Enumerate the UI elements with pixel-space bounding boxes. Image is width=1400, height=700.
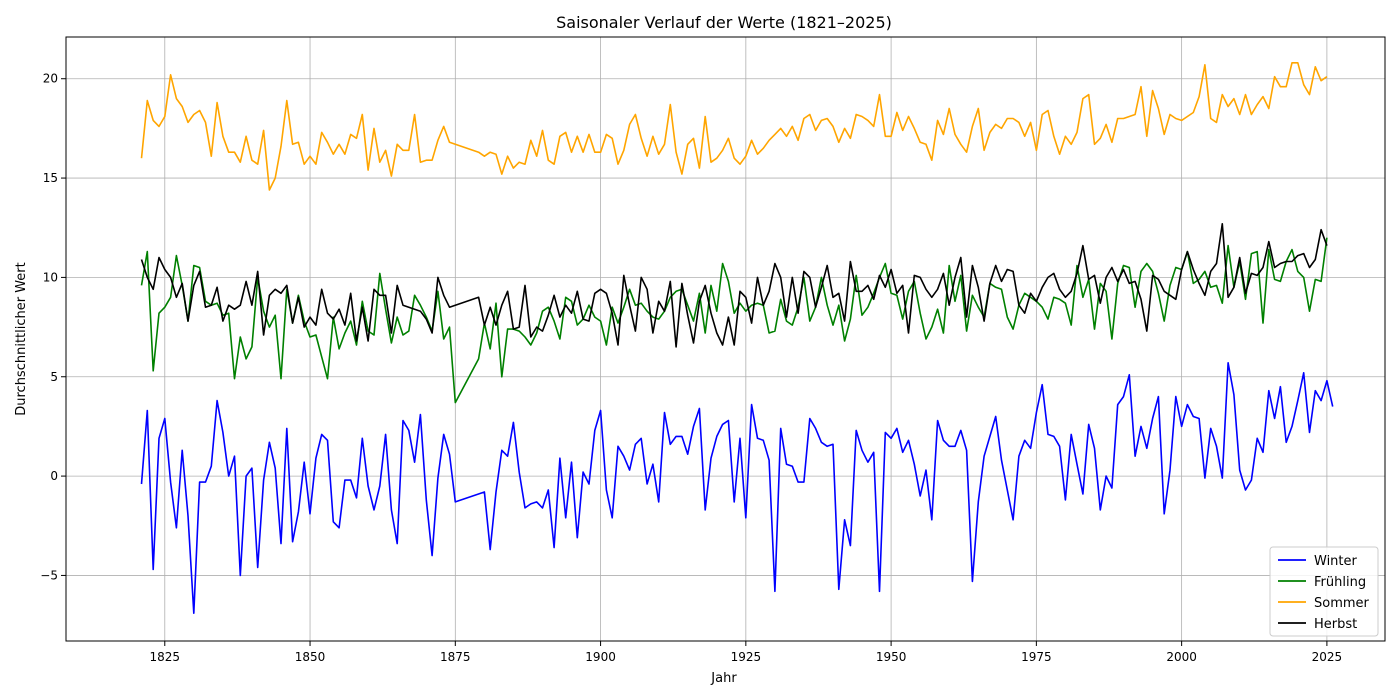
y-tick-label: 5 (50, 370, 58, 384)
legend-entry: Herbst (1314, 617, 1357, 632)
x-tick-label: 2000 (1166, 650, 1197, 664)
plot-frame (65, 36, 1386, 642)
x-tick-label: 1875 (440, 650, 471, 664)
y-tick-label: 10 (43, 270, 58, 284)
x-tick-label: 1925 (731, 650, 762, 664)
y-tick-label: 0 (50, 469, 58, 483)
grid (66, 37, 1385, 641)
series-line-winter (140, 361, 1334, 615)
x-tick-label: 1850 (295, 650, 326, 664)
x-tick-label: 1825 (150, 650, 181, 664)
series-line-sommer (140, 61, 1328, 191)
y-tick-label: 15 (43, 171, 58, 185)
legend: Winter Frühling Sommer Herbst (1269, 546, 1379, 637)
legend-entry: Winter (1314, 554, 1358, 569)
y-axis-ticks: −5 0 5 10 15 20 (40, 72, 66, 582)
chart-title: Saisonaler Verlauf der Werte (1821–2025) (556, 13, 892, 32)
x-axis-ticks: 1825 1850 1875 1900 1925 1950 1975 2000 2025 (150, 641, 1343, 664)
x-tick-label: 1950 (876, 650, 907, 664)
legend-entry: Sommer (1314, 596, 1370, 611)
series-group (140, 61, 1334, 615)
x-tick-label: 1900 (585, 650, 616, 664)
x-axis-label: Jahr (710, 671, 737, 686)
legend-box (1269, 546, 1379, 637)
y-axis-label: Durchschnittlicher Wert (14, 262, 29, 416)
legend-entry: Frühling (1314, 575, 1366, 590)
y-tick-label: 20 (43, 72, 58, 86)
y-tick-label: −5 (40, 568, 58, 582)
x-tick-label: 2025 (1312, 650, 1343, 664)
series-line-frühling (140, 237, 1328, 404)
x-tick-label: 1975 (1021, 650, 1052, 664)
series-line-herbst (140, 223, 1328, 348)
